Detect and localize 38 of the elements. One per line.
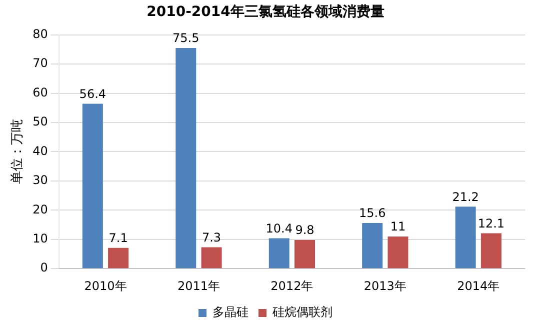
- bar: [362, 223, 383, 268]
- y-tick-label: 30: [32, 173, 48, 188]
- bar: [82, 104, 103, 268]
- y-tick-label: 20: [32, 202, 48, 216]
- data-label: 7.1: [108, 230, 128, 245]
- x-tick-label: 2012年: [270, 278, 314, 293]
- data-label: 21.2: [452, 190, 479, 204]
- bar: [201, 247, 222, 268]
- bar: [480, 233, 502, 268]
- bar: [268, 238, 290, 268]
- y-tick-label: 80: [32, 26, 48, 41]
- y-tick-label: 70: [32, 56, 48, 70]
- legend-label: 硅烷偶联剂: [272, 305, 332, 320]
- data-label: 11: [390, 220, 406, 234]
- data-label: 15.6: [358, 206, 386, 220]
- data-label: 9.8: [295, 223, 314, 238]
- legend-label: 多晶硅: [212, 305, 248, 320]
- x-tick-label: 2014年: [457, 278, 500, 293]
- data-label: 10.4: [266, 221, 292, 236]
- y-axis-title: 单位：万吨: [10, 119, 26, 184]
- bar: [108, 248, 129, 268]
- x-tick-label: 2010年: [84, 278, 127, 293]
- data-label: 75.5: [172, 31, 200, 46]
- bar: [455, 206, 476, 268]
- y-tick-label: 60: [32, 85, 48, 100]
- chart-title: 2010-2014年三氯氢硅各领域消费量: [146, 4, 384, 20]
- x-tick-label: 2013年: [364, 278, 406, 293]
- bar: [388, 236, 408, 268]
- x-tick-label: 2011年: [177, 278, 220, 293]
- bar: [294, 240, 316, 268]
- y-tick-label: 50: [32, 114, 48, 129]
- y-tick-label: 0: [40, 260, 48, 275]
- data-label: 12.1: [478, 216, 505, 230]
- bar: [176, 48, 196, 268]
- data-label: 7.3: [202, 230, 222, 244]
- y-tick-label: 10: [32, 232, 48, 246]
- y-tick-label: 40: [32, 144, 48, 158]
- data-label: 56.4: [79, 86, 106, 101]
